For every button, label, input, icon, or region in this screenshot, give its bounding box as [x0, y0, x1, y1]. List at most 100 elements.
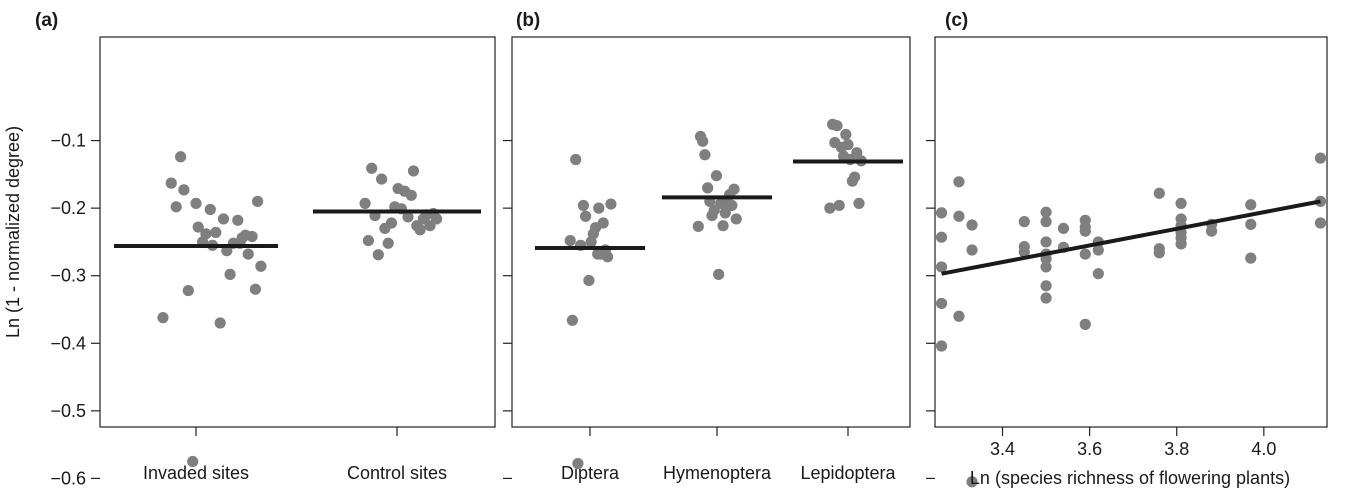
- panel-a: (a) −0.6 −0.5 −0.4 −0.3 −0.2 −0.1 Invaded sit…: [35, 10, 496, 488]
- panel-b-y-axis: [503, 139, 512, 480]
- data-point: [580, 210, 592, 222]
- data-point: [713, 268, 725, 280]
- data-point: [182, 284, 194, 297]
- data-point: [730, 213, 742, 225]
- data-point: [385, 217, 398, 229]
- data-point: [1153, 187, 1165, 199]
- data-point: [966, 219, 978, 231]
- data-point: [566, 314, 579, 326]
- y-tick-label: −0.4: [50, 333, 86, 353]
- data-point: [210, 226, 222, 239]
- panel-c-frame: [934, 36, 1328, 428]
- data-point: [692, 220, 704, 232]
- data-point: [252, 195, 264, 207]
- y-axis-title: Ln (1 - normalized degree): [3, 126, 23, 338]
- data-point: [702, 182, 714, 194]
- panel-c-fit-line: [941, 199, 1321, 276]
- data-point: [1245, 218, 1257, 230]
- data-point: [157, 312, 169, 324]
- panel-c-y-axis: [926, 139, 935, 480]
- data-point: [1079, 225, 1091, 237]
- data-point: [192, 221, 204, 233]
- data-point: [966, 244, 978, 256]
- panel-b-label: (b): [516, 10, 540, 31]
- x-tick-label: 3.8: [1164, 439, 1189, 459]
- data-point: [1040, 216, 1052, 228]
- y-tick-label: −0.3: [50, 266, 86, 286]
- data-point: [1092, 268, 1104, 280]
- data-point: [246, 230, 258, 243]
- panel-a-y-axis: −0.6 −0.5 −0.4 −0.3 −0.2 −0.1: [50, 131, 100, 488]
- panel-c: (c) 3.4 3.6 3.8 4.0 Ln (species richness of…: [926, 10, 1328, 488]
- data-point: [1018, 216, 1030, 228]
- y-tick-label: −0.5: [50, 401, 86, 421]
- data-point: [719, 207, 731, 219]
- data-point: [232, 214, 244, 226]
- data-point: [249, 283, 261, 295]
- data-point: [953, 176, 965, 188]
- x-tick-label: 3.6: [1077, 439, 1102, 459]
- data-point: [376, 173, 388, 185]
- data-point: [605, 198, 617, 210]
- data-point: [362, 234, 374, 247]
- panel-b-x-axis: Diptera Hymenoptera Lepidoptera: [561, 427, 897, 483]
- regression-line: [941, 199, 1321, 276]
- data-point: [1040, 261, 1052, 273]
- x-tick-label: Control sites: [347, 463, 447, 483]
- data-point: [372, 249, 384, 261]
- data-point: [726, 199, 738, 212]
- data-point: [583, 274, 595, 287]
- panel-a-x-axis: Invaded sites Control sites: [143, 427, 447, 483]
- y-tick-label: −0.1: [50, 131, 86, 151]
- panel-c-label: (c): [945, 10, 968, 31]
- data-point: [175, 151, 187, 163]
- data-point: [1245, 199, 1257, 211]
- y-tick-label: −0.2: [50, 198, 86, 218]
- data-point: [407, 165, 420, 177]
- data-point: [953, 310, 965, 322]
- data-point: [224, 268, 236, 280]
- data-point: [577, 199, 590, 212]
- data-point: [728, 183, 740, 195]
- data-point: [953, 210, 965, 222]
- data-point: [1245, 252, 1257, 264]
- data-point: [1040, 206, 1052, 218]
- data-point: [849, 171, 861, 183]
- data-point: [178, 184, 190, 196]
- data-point: [935, 340, 948, 352]
- x-tick-label: Lepidoptera: [800, 463, 896, 483]
- data-point: [833, 199, 845, 212]
- data-point: [402, 211, 414, 223]
- data-point: [414, 224, 426, 236]
- data-point: [842, 139, 854, 151]
- data-point: [564, 234, 576, 247]
- data-point: [165, 177, 177, 189]
- data-point: [1153, 247, 1165, 259]
- panel-a-frame: [99, 36, 496, 428]
- data-point: [853, 197, 865, 210]
- data-point: [935, 231, 948, 243]
- panel-b-points: [564, 118, 867, 470]
- panel-c-x-axis: 3.4 3.6 3.8 4.0: [990, 427, 1276, 459]
- data-point: [204, 203, 216, 216]
- data-point: [840, 128, 852, 141]
- data-point: [431, 213, 443, 225]
- data-point: [382, 237, 394, 249]
- data-point: [935, 297, 948, 310]
- data-point: [200, 228, 212, 240]
- data-point: [170, 201, 182, 213]
- data-point: [710, 170, 723, 182]
- y-tick-label: −0.6: [50, 468, 86, 488]
- x-tick-label: Diptera: [561, 463, 620, 483]
- x-tick-label: 4.0: [1251, 439, 1276, 459]
- data-point: [1040, 236, 1052, 248]
- data-point: [242, 248, 254, 260]
- data-point: [255, 260, 267, 272]
- x-tick-label: 3.4: [990, 439, 1015, 459]
- data-point: [405, 189, 417, 201]
- x-tick-label: Invaded sites: [143, 463, 249, 483]
- data-point: [570, 153, 582, 166]
- data-point: [935, 207, 948, 219]
- panel-a-label: (a): [35, 10, 58, 31]
